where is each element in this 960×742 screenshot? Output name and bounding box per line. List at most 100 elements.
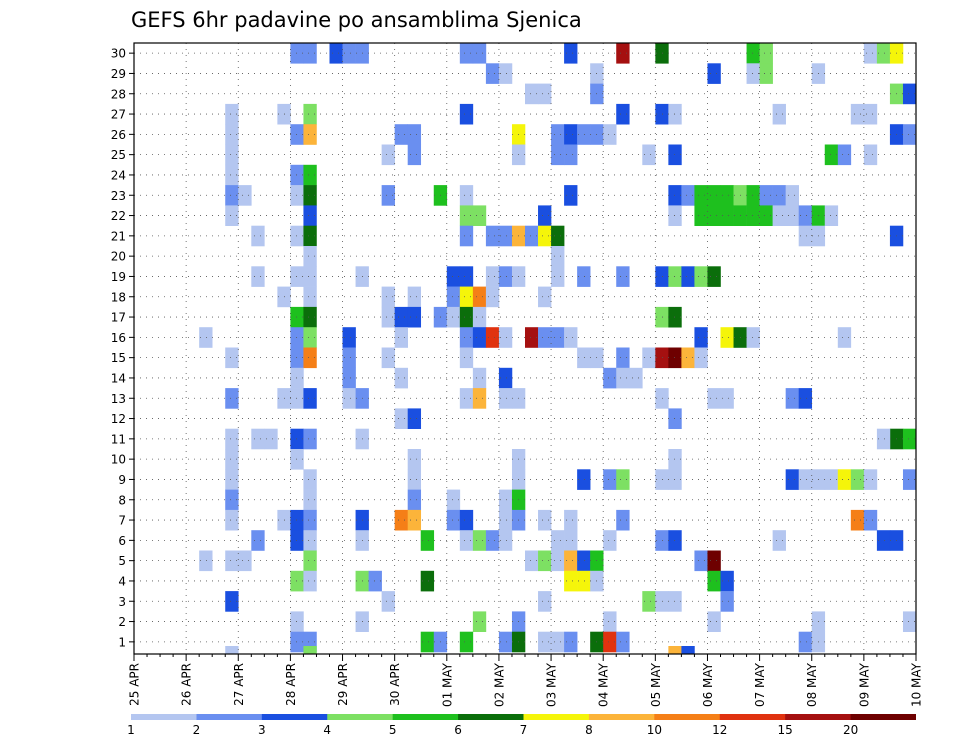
heatmap-cell (420, 530, 435, 551)
heatmap-cell (225, 449, 239, 470)
heatmap-cell (564, 185, 578, 206)
heatmap-cell (850, 509, 865, 531)
heatmap-cell (303, 286, 317, 308)
heatmap-cell (290, 327, 304, 348)
heatmap-cell (225, 185, 239, 206)
y-tick-label: 12 (111, 412, 126, 426)
heatmap-cell (459, 388, 474, 409)
heatmap-cell (485, 266, 500, 287)
heatmap-cell (329, 43, 343, 64)
heatmap-cell (564, 327, 578, 348)
heatmap-cell (668, 103, 682, 125)
heatmap-cell (498, 489, 513, 511)
heatmap-cell (668, 266, 682, 287)
heatmap-cell (303, 124, 317, 145)
heatmap-cell (498, 530, 513, 551)
heatmap-cell (681, 266, 695, 287)
heatmap-cell (551, 327, 565, 348)
heatmap-cell (290, 347, 304, 369)
heatmap-cell (603, 611, 617, 632)
y-tick-label: 13 (111, 392, 126, 406)
heatmap-cell (199, 327, 213, 348)
y-tick-label: 24 (111, 168, 126, 182)
heatmap-cell (394, 327, 408, 348)
y-tick-label: 21 (111, 229, 126, 243)
y-tick-label: 15 (111, 351, 126, 365)
heatmap-cell (407, 509, 422, 531)
heatmap-cell (824, 144, 839, 166)
heatmap-cell (290, 367, 304, 389)
x-tick-label: 30 APR (388, 663, 402, 706)
y-tick-label: 26 (111, 128, 126, 142)
heatmap-cell (668, 646, 682, 654)
heatmap-cell (824, 469, 839, 490)
heatmap-cell (407, 306, 422, 328)
heatmap-cell (290, 570, 304, 592)
heatmap-cell (290, 428, 304, 450)
heatmap-cell (472, 611, 487, 632)
heatmap-cell (538, 550, 552, 572)
heatmap-cell (459, 347, 474, 369)
heatmap-cell (485, 225, 500, 247)
heatmap-cell (368, 570, 382, 592)
heatmap-cell (616, 367, 630, 389)
heatmap-cell (694, 327, 708, 348)
heatmap-cell (863, 144, 878, 166)
heatmap-cell (902, 611, 917, 632)
heatmap-cell (459, 509, 474, 531)
colorbar-level-label: 1 (127, 723, 135, 737)
y-tick-label: 23 (111, 189, 126, 203)
heatmap-cell (902, 428, 917, 450)
heatmap-cell (850, 469, 865, 490)
heatmap-cell (525, 327, 539, 348)
y-tick-label: 9 (118, 473, 126, 487)
heatmap-cell (616, 103, 630, 125)
heatmap-cell (251, 266, 265, 287)
heatmap-cell (225, 428, 239, 450)
heatmap-cell (772, 185, 786, 206)
heatmap-cell (577, 124, 591, 145)
x-tick-label: 25 APR (128, 663, 142, 706)
heatmap-cell (381, 144, 395, 166)
heatmap-cell (655, 306, 669, 328)
heatmap-cell (420, 570, 435, 592)
grid-lines (134, 43, 916, 654)
heatmap-cell (668, 306, 682, 328)
colorbar-level-label: 7 (520, 723, 528, 737)
heatmap-cell (498, 388, 513, 409)
heatmap-cell (225, 164, 239, 186)
heatmap-cell (603, 469, 617, 490)
heatmap-cell (225, 144, 239, 166)
heatmap-cell (759, 185, 773, 206)
heatmap-cell (642, 144, 656, 166)
heatmap-cell (668, 591, 682, 612)
heatmap-cell (551, 550, 565, 572)
heatmap-cell (472, 327, 487, 348)
x-tick-label: 06 MAY (701, 662, 715, 707)
heatmap-cell (551, 530, 565, 551)
heatmap-cell (564, 124, 578, 145)
heatmap-cell (837, 327, 852, 348)
y-tick-label: 27 (111, 108, 126, 122)
colorbar-level-label: 12 (712, 723, 727, 737)
heatmap-cell (720, 327, 734, 348)
heatmap-cell (837, 469, 852, 490)
heatmap-cell (720, 205, 734, 226)
heatmap-cell (720, 185, 734, 206)
heatmap-cell (498, 631, 513, 653)
heatmap-cell (694, 550, 708, 572)
heatmap-cell (303, 489, 317, 511)
y-tick-label: 6 (118, 534, 126, 548)
heatmap-cell (564, 570, 578, 592)
heatmap-cell (707, 611, 721, 632)
heatmap-cell (290, 509, 304, 531)
heatmap-cell (603, 124, 617, 145)
x-tick-label: 04 MAY (597, 662, 611, 707)
heatmap-cell (655, 43, 669, 64)
colorbar-legend: 1 2 3 4 5 6 7 8 10 12 15 20 (127, 714, 916, 737)
heatmap-cell (251, 428, 265, 450)
colorbar-segment (327, 714, 394, 720)
heatmap-cell (616, 509, 630, 531)
colorbar-segment (588, 714, 655, 720)
y-axis: 1234567891011121314151617181920212223242… (111, 47, 134, 649)
